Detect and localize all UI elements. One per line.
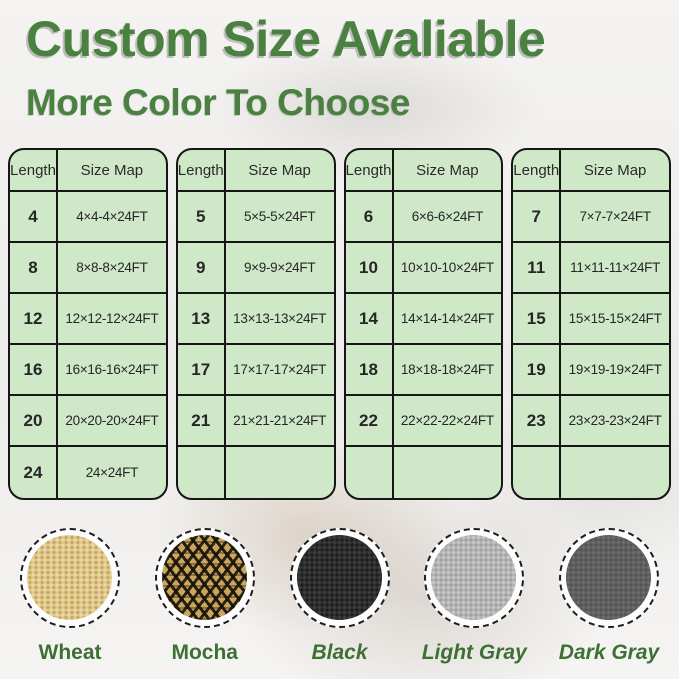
length-cell: 22: [345, 396, 394, 447]
length-cell: 8: [10, 243, 58, 294]
size-map-cell: 20×20-20×24FT: [58, 396, 166, 447]
size-map-cell: 10×10-10×24FT: [393, 243, 502, 294]
length-cell: 6: [345, 192, 394, 243]
size-map-cell: 8×8-8×24FT: [58, 243, 166, 294]
length-cell: 12: [10, 294, 58, 345]
size-map-cell: 13×13-13×24FT: [225, 294, 334, 345]
length-cell: 19: [513, 345, 562, 396]
size-map-cell: 15×15-15×24FT: [561, 294, 669, 345]
length-cell: 13: [177, 294, 226, 345]
fabric-texture-light-gray: [431, 535, 517, 620]
size-map-cell: 24×24FT: [85, 465, 139, 480]
length-header: Length: [177, 150, 226, 192]
swatch-mocha: Mocha: [149, 528, 261, 665]
size-map-cell: [394, 447, 502, 498]
swatch-label: Mocha: [171, 641, 238, 664]
length-cell: 11: [513, 243, 562, 294]
fabric-texture-dark-gray: [566, 535, 651, 620]
swatch-label: Dark Gray: [558, 641, 660, 664]
page-title: Custom Size Avaliable: [26, 11, 546, 67]
length-cell: 17: [177, 345, 226, 396]
length-cell: 10: [345, 243, 394, 294]
swatch-dark-gray: Dark Gray: [553, 528, 665, 665]
length-cell: 21: [177, 396, 226, 447]
length-cell: 14: [345, 294, 394, 345]
size-map-cell: 16×16-16×24FT: [58, 345, 166, 396]
swatch-dashed-circle: [154, 528, 255, 628]
length-cell: [346, 447, 394, 498]
length-header: Length: [513, 150, 562, 192]
size-map-cell: 14×14-14×24FT: [393, 294, 502, 345]
swatch-dashed-circle: [424, 528, 525, 628]
length-cell: 15: [513, 294, 562, 345]
size-map-cell: 23×23-23×24FT: [561, 396, 669, 447]
size-map-cell: 19×19-19×24FT: [561, 345, 669, 396]
size-map-cell: 6×6-6×24FT: [393, 192, 502, 243]
length-cell: 24: [10, 447, 58, 498]
size-map-header: Size Map: [393, 150, 502, 192]
size-map-header: Size Map: [225, 150, 334, 192]
length-cell: 7: [513, 192, 562, 243]
size-map-cell: 9×9-9×24FT: [225, 243, 334, 294]
swatch-black: Black: [284, 528, 396, 665]
swatch-dashed-circle: [289, 528, 390, 628]
length-cell: 9: [177, 243, 226, 294]
length-cell: 23: [513, 396, 562, 447]
length-cell: [178, 447, 226, 498]
size-map-cell: 21×21-21×24FT: [225, 396, 334, 447]
size-map-cell: 18×18-18×24FT: [393, 345, 502, 396]
fabric-texture-black: [296, 535, 382, 620]
swatch-label: Light Gray: [421, 641, 527, 664]
fabric-texture-wheat: [27, 535, 112, 620]
swatch-label: Black: [311, 641, 368, 664]
size-map-cell: [226, 447, 334, 498]
size-tables: Length Size Map 4 4×4-4×24FT 8 8×8-8×24FT 12 12…: [8, 148, 671, 500]
length-cell: 18: [345, 345, 394, 396]
size-map-cell: 5×5-5×24FT: [225, 192, 334, 243]
size-map-cell: 7×7-7×24FT: [561, 192, 669, 243]
swatch-dashed-circle: [559, 528, 659, 628]
size-map-cell: 22×22-22×24FT: [393, 396, 502, 447]
size-map-cell: [561, 447, 669, 498]
size-table-3: Length Size Map 6 6×6-6×24FT 10 10×10-10×24FT…: [343, 148, 504, 500]
length-cell: 5: [177, 192, 226, 243]
size-map-cell: 11×11-11×24FT: [561, 243, 669, 294]
size-map-header: Size Map: [58, 150, 166, 192]
size-table-1: Length Size Map 4 4×4-4×24FT 8 8×8-8×24FT 12 12…: [8, 148, 168, 500]
length-cell: 20: [10, 396, 58, 447]
swatch-dashed-circle: [20, 528, 120, 628]
size-map-cell: 12×12-12×24FT: [58, 294, 166, 345]
length-header: Length: [10, 150, 58, 192]
swatch-label: Wheat: [38, 641, 102, 664]
size-map-cell: 4×4-4×24FT: [58, 192, 166, 243]
page-subtitle: More Color To Choose: [26, 82, 410, 123]
size-table-4: Length Size Map 7 7×7-7×24FT 11 11×11-11×24FT…: [511, 148, 671, 500]
fabric-texture-mocha: [161, 535, 247, 620]
length-cell: 4: [10, 192, 58, 243]
swatch-wheat: Wheat: [14, 528, 126, 665]
color-swatches: Wheat Mocha Black Light Gray Dark Gray: [14, 528, 665, 665]
size-map-header: Size Map: [561, 150, 669, 192]
length-header: Length: [345, 150, 394, 192]
swatch-light-gray: Light Gray: [418, 528, 530, 665]
length-cell: 16: [10, 345, 58, 396]
size-table-2: Length Size Map 5 5×5-5×24FT 9 9×9-9×24FT 13 13…: [175, 148, 336, 500]
size-map-cell: 17×17-17×24FT: [225, 345, 334, 396]
length-cell: [513, 447, 562, 498]
